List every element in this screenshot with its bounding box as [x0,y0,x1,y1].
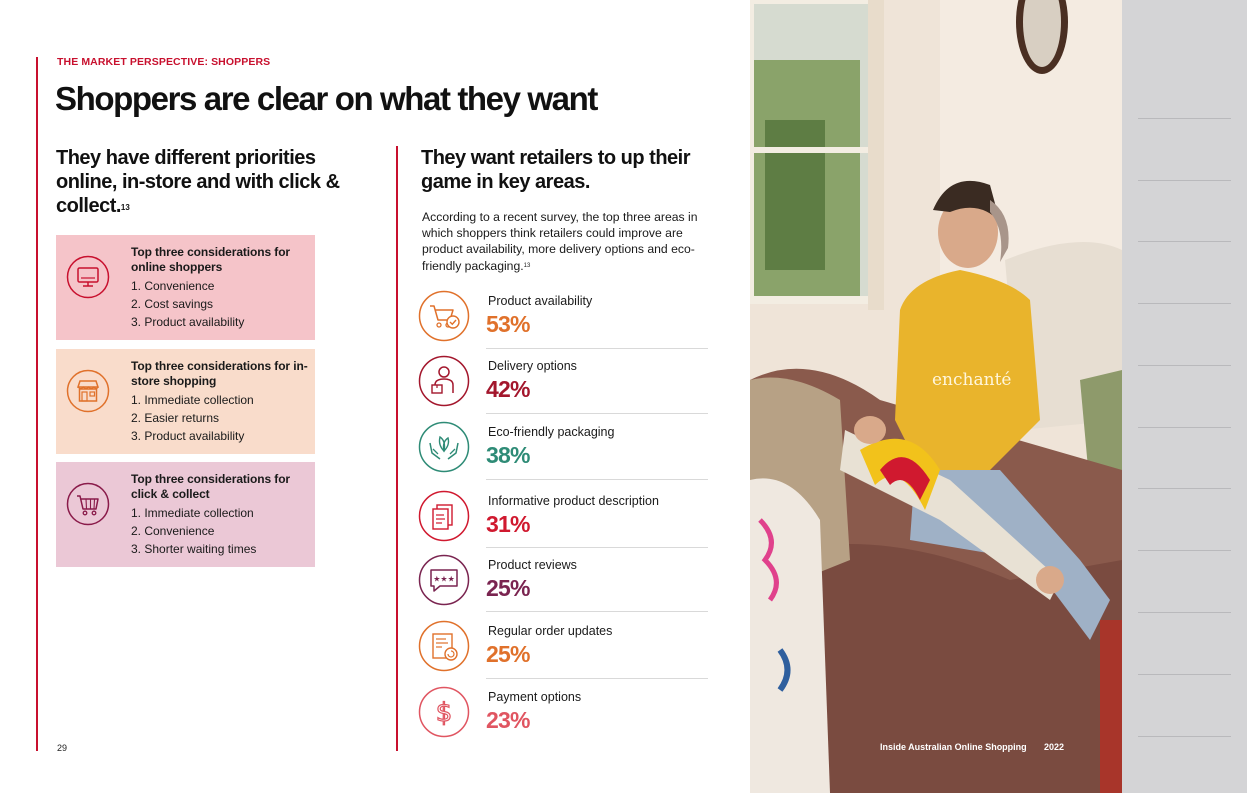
strip-line [1138,303,1231,304]
left-column-heading: They have different priorities online, i… [56,146,356,218]
card-item: 3. Shorter waiting times [131,542,257,556]
footer-year: 2022 [1044,742,1065,752]
card-item: 3. Product availability [131,429,245,443]
stat-product-description: Informative product description 31% [418,490,708,554]
left-accent-rule [36,57,38,751]
stat-product-reviews: ★★★ Product reviews 25% [418,554,708,618]
strip-line [1138,241,1231,242]
stat-label: Product reviews [488,558,577,572]
stat-delivery-options: Delivery options 42% [418,355,708,419]
intro-text: According to a recent survey, the top th… [422,210,698,273]
stat-value: 42% [486,376,530,402]
card-text: Top three considerations for click & col… [131,472,311,558]
stat-label: Delivery options [488,359,577,373]
strip-line [1138,736,1231,737]
stat-label: Regular order updates [488,624,613,638]
strip-line [1138,427,1231,428]
card-item: 1. Immediate collection [131,393,254,407]
strip-line [1138,180,1231,181]
stat-order-updates: Regular order updates 25% [418,620,708,684]
stat-eco-packaging: Eco-friendly packaging 38% [418,421,708,485]
strip-line [1138,674,1231,675]
stat-value: 53% [486,311,530,337]
order-update-icon [418,620,470,672]
stat-divider [486,479,708,480]
card-title: Top three considerations for click & col… [131,472,290,501]
lifestyle-photo: enchanté [750,0,1122,793]
intro-footnote: 13 [523,262,531,269]
column-divider-rule [396,146,398,751]
stat-payment-options: $ Payment options 23% [418,686,708,750]
card-title: Top three considerations for online shop… [131,245,290,274]
cart-icon [66,482,110,526]
card-item: 2. Easier returns [131,411,220,425]
shirt-text: enchanté [932,370,1011,390]
stat-divider [486,413,708,414]
section-label: THE MARKET PERSPECTIVE: SHOPPERS [57,56,271,68]
side-strip [1122,0,1247,793]
strip-line [1138,550,1231,551]
intro-paragraph: According to a recent survey, the top th… [422,209,722,274]
stat-value: 25% [486,575,530,601]
page-title: Shoppers are clear on what they want [55,80,598,117]
stat-label: Payment options [488,690,582,704]
document-icon [418,490,470,542]
stat-divider [486,611,708,612]
strip-line [1138,612,1231,613]
photo-illustration: enchanté [750,0,1122,793]
storefront-icon [66,369,110,413]
left-heading-text: They have different priorities online, i… [56,147,340,217]
stat-product-availability: Product availability 53% [418,290,708,354]
svg-text:★★★: ★★★ [433,575,455,584]
hands-leaf-icon [418,421,470,473]
monitor-icon [66,255,110,299]
stat-label: Product availability [488,294,593,308]
card-item: 2. Cost savings [131,297,214,311]
review-bubble-icon: ★★★ [418,554,470,606]
strip-line [1138,118,1231,119]
svg-text:$: $ [436,698,453,728]
stat-value: 38% [486,442,530,468]
online-considerations-card: Top three considerations for online shop… [56,235,315,340]
cart-check-icon [418,290,470,342]
click-collect-considerations-card: Top three considerations for click & col… [56,462,315,567]
stat-value: 23% [486,707,530,733]
card-item: 1. Convenience [131,279,215,293]
card-item: 3. Product availability [131,315,245,329]
footer-publication: Inside Australian Online Shopping [880,742,1027,752]
card-text: Top three considerations for online shop… [131,245,311,331]
card-text: Top three considerations for in-store sh… [131,359,311,445]
stat-value: 25% [486,641,530,667]
strip-line [1138,365,1231,366]
right-column-heading: They want retailers to up their game in … [421,147,691,193]
stat-label: Informative product description [488,494,659,508]
dollar-icon: $ [418,686,470,738]
stat-divider [486,547,708,548]
stat-label: Eco-friendly packaging [488,425,615,439]
card-item: 1. Immediate collection [131,506,254,520]
page-number: 29 [57,743,68,753]
stat-value: 31% [486,511,530,537]
card-title: Top three considerations for in-store sh… [131,359,308,388]
left-heading-footnote: 13 [120,203,130,212]
delivery-person-icon [418,355,470,407]
stat-divider [486,678,708,679]
strip-line [1138,488,1231,489]
in-store-considerations-card: Top three considerations for in-store sh… [56,349,315,454]
card-item: 2. Convenience [131,524,215,538]
stat-divider [486,348,708,349]
